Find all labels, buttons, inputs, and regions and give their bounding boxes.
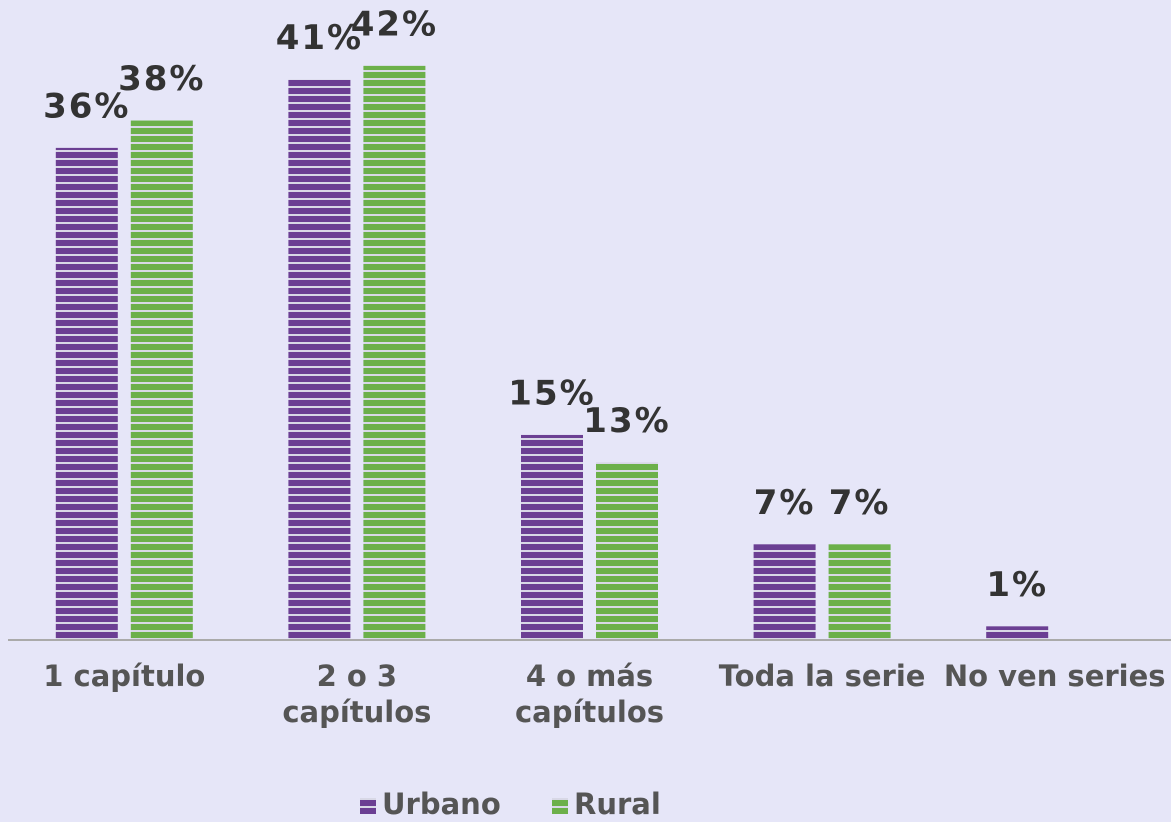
bar (363, 65, 426, 641)
legend-label: Urbano (382, 787, 501, 821)
data-label: 15% (508, 373, 595, 413)
legend-swatch (360, 798, 376, 814)
data-label: 13% (583, 401, 670, 441)
bar (828, 544, 891, 640)
bar (288, 79, 351, 640)
data-label: 42% (351, 4, 438, 44)
x-tick-label: 1 capítulo (43, 659, 206, 693)
data-label: 41% (276, 18, 363, 58)
data-label: 38% (118, 59, 205, 99)
bar (130, 120, 193, 641)
legend-swatch (552, 798, 568, 814)
bar (986, 626, 1049, 640)
x-tick-label: Toda la serie (718, 659, 926, 693)
bar (55, 147, 118, 640)
data-label: 7% (754, 483, 816, 523)
x-tick-label: No ven series (943, 659, 1166, 693)
legend-label: Rural (574, 787, 661, 821)
bar (521, 434, 583, 640)
x-tick-label: 2 o 3 capítulos (282, 659, 432, 729)
bar (596, 462, 658, 640)
x-tick-label: 4 o más capítulos (514, 659, 665, 729)
data-label: 1% (986, 565, 1048, 605)
data-label: 36% (43, 86, 130, 126)
data-label: 7% (829, 483, 891, 523)
bar (753, 544, 816, 640)
